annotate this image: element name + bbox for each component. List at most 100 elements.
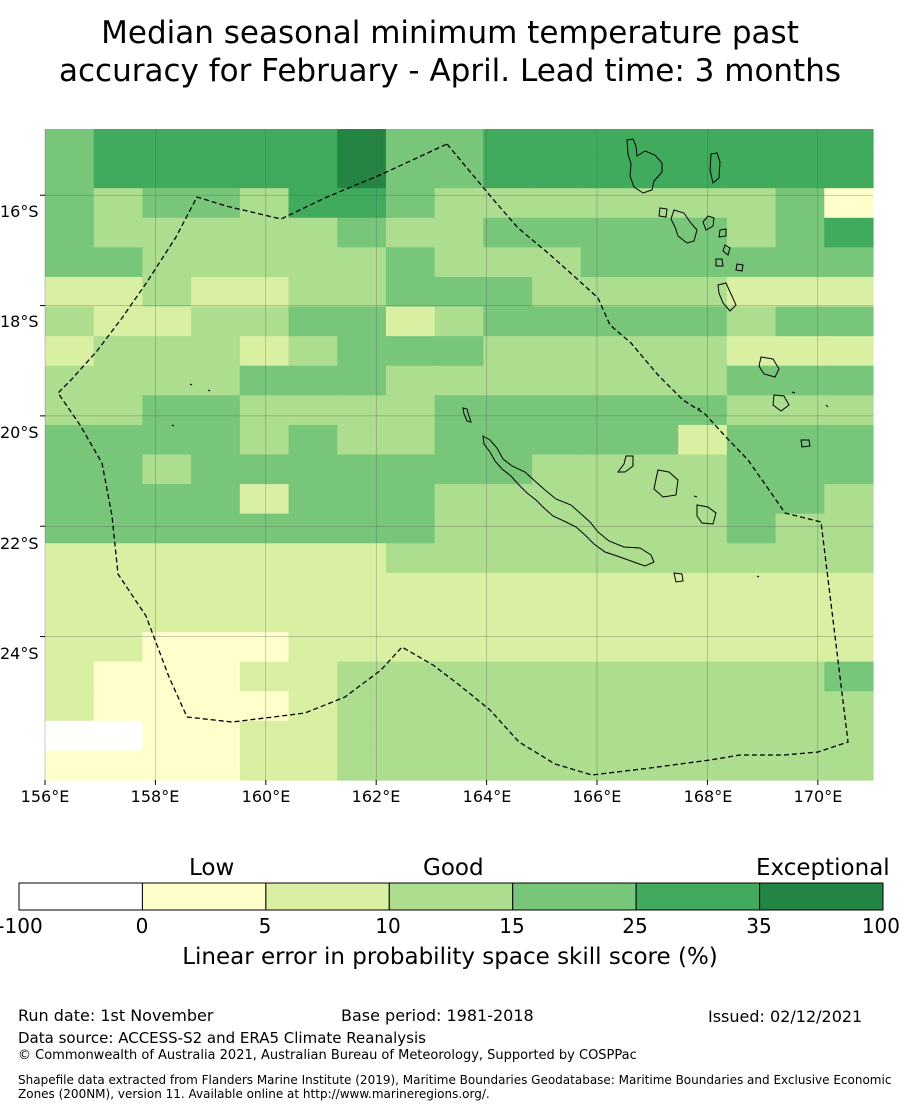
legend-category-low: Low: [189, 855, 235, 881]
grid-cell: [45, 513, 95, 544]
grid-cell: [93, 720, 144, 752]
grid-cell: [239, 158, 290, 189]
colorbar-segment: [18, 882, 143, 911]
grid-cell: [483, 395, 533, 426]
grid-cell: [239, 572, 290, 604]
grid-cell: [337, 750, 387, 781]
grid-cell: [824, 543, 874, 574]
grid-cell: [775, 336, 825, 367]
grid-cell: [775, 720, 825, 752]
grid-cell: [93, 336, 144, 367]
grid-cell: [580, 188, 631, 219]
maritime-boundary: [57, 143, 849, 776]
grid-cell: [93, 750, 144, 781]
grid-cell: [580, 336, 631, 367]
grid-cell: [239, 217, 290, 248]
grid-cell: [532, 661, 582, 692]
grid-cell: [824, 306, 874, 337]
grid-cell: [532, 513, 582, 544]
grid-cell: [337, 543, 387, 574]
grid-cell: [580, 395, 631, 426]
grid-cell: [239, 602, 290, 633]
lon-label-170e: 170°E: [793, 787, 843, 806]
grid-cell: [532, 720, 582, 752]
grid-cell: [288, 484, 338, 515]
grid-cell: [678, 336, 728, 367]
grid-cell: [45, 572, 95, 604]
grid-cell: [93, 158, 144, 189]
base-period: Base period: 1981-2018: [341, 1006, 534, 1025]
grid-cell: [580, 158, 631, 189]
grid-cell: [385, 572, 436, 604]
grid-cell: [434, 661, 484, 692]
grid-cell: [385, 454, 436, 485]
grid-cell: [775, 661, 825, 692]
grid-cell: [532, 276, 582, 308]
grid-cell: [385, 484, 436, 515]
grid-cell: [337, 158, 387, 189]
lon-label-160e: 160°E: [241, 787, 291, 806]
grid-cell: [93, 217, 144, 248]
grid-cell: [93, 484, 144, 515]
colorbar-tick-35: 35: [746, 914, 772, 938]
grid-cell: [726, 720, 777, 752]
grid-cell: [434, 276, 484, 308]
coastlines: [171, 138, 829, 583]
grid-cell: [824, 661, 874, 692]
grid-cell: [93, 365, 144, 396]
colorbar-tick-minus100: -100: [0, 914, 43, 938]
grid-cell: [337, 129, 387, 160]
grid-cell: [385, 602, 436, 633]
grid-cell: [726, 543, 777, 574]
grid-cell: [775, 247, 825, 278]
eez-boundary-line: [57, 143, 849, 776]
grid-cell: [142, 276, 192, 308]
grid-cell: [288, 276, 338, 308]
grid-cell: [288, 572, 338, 604]
grid-cell: [483, 247, 533, 278]
grid-cell: [532, 632, 582, 663]
grid-cell: [239, 484, 290, 515]
legend-category-exceptional: Exceptional: [756, 855, 890, 881]
grid-cell: [580, 247, 631, 278]
grid-cell: [434, 365, 484, 396]
grid-cell: [580, 276, 631, 308]
grid-cell: [483, 129, 533, 160]
grid-cell: [532, 158, 582, 189]
grid-cell: [726, 247, 777, 278]
grid-cell: [191, 602, 241, 633]
grid-cell: [726, 188, 777, 219]
grid-cell: [629, 188, 679, 219]
small-islets-coastline: [171, 383, 829, 578]
grid-cell: [288, 217, 338, 248]
grid-cell: [385, 691, 436, 722]
grid-cell: [532, 188, 582, 219]
grid-cell: [824, 454, 874, 485]
grid-cell: [532, 543, 582, 574]
grid-cell: [775, 129, 825, 160]
grid-cell: [191, 158, 241, 189]
grid-cell: [678, 484, 728, 515]
grid-cell: [629, 750, 679, 781]
grid-cell: [385, 158, 436, 189]
grid-cell: [824, 424, 874, 456]
grid-cell: [45, 661, 95, 692]
lon-label-158e: 158°E: [130, 787, 180, 806]
grid-cell: [434, 306, 484, 337]
new-caledonia-coastline: [482, 435, 655, 567]
grid-cell: [629, 513, 679, 544]
grid-cell: [483, 632, 533, 663]
grid-cell: [824, 484, 874, 515]
grid-cell: [288, 661, 338, 692]
grid-cell: [337, 632, 387, 663]
lon-label-156e: 156°E: [20, 787, 70, 806]
grid-cell: [532, 572, 582, 604]
grid-cell: [142, 543, 192, 574]
grid-cell: [337, 217, 387, 248]
run-date: Run date: 1st November: [18, 1006, 214, 1025]
grid-cell: [775, 276, 825, 308]
grid-cell: [288, 247, 338, 278]
grid-cell: [580, 129, 631, 160]
grid-cell: [385, 336, 436, 367]
grid-cell: [580, 632, 631, 663]
